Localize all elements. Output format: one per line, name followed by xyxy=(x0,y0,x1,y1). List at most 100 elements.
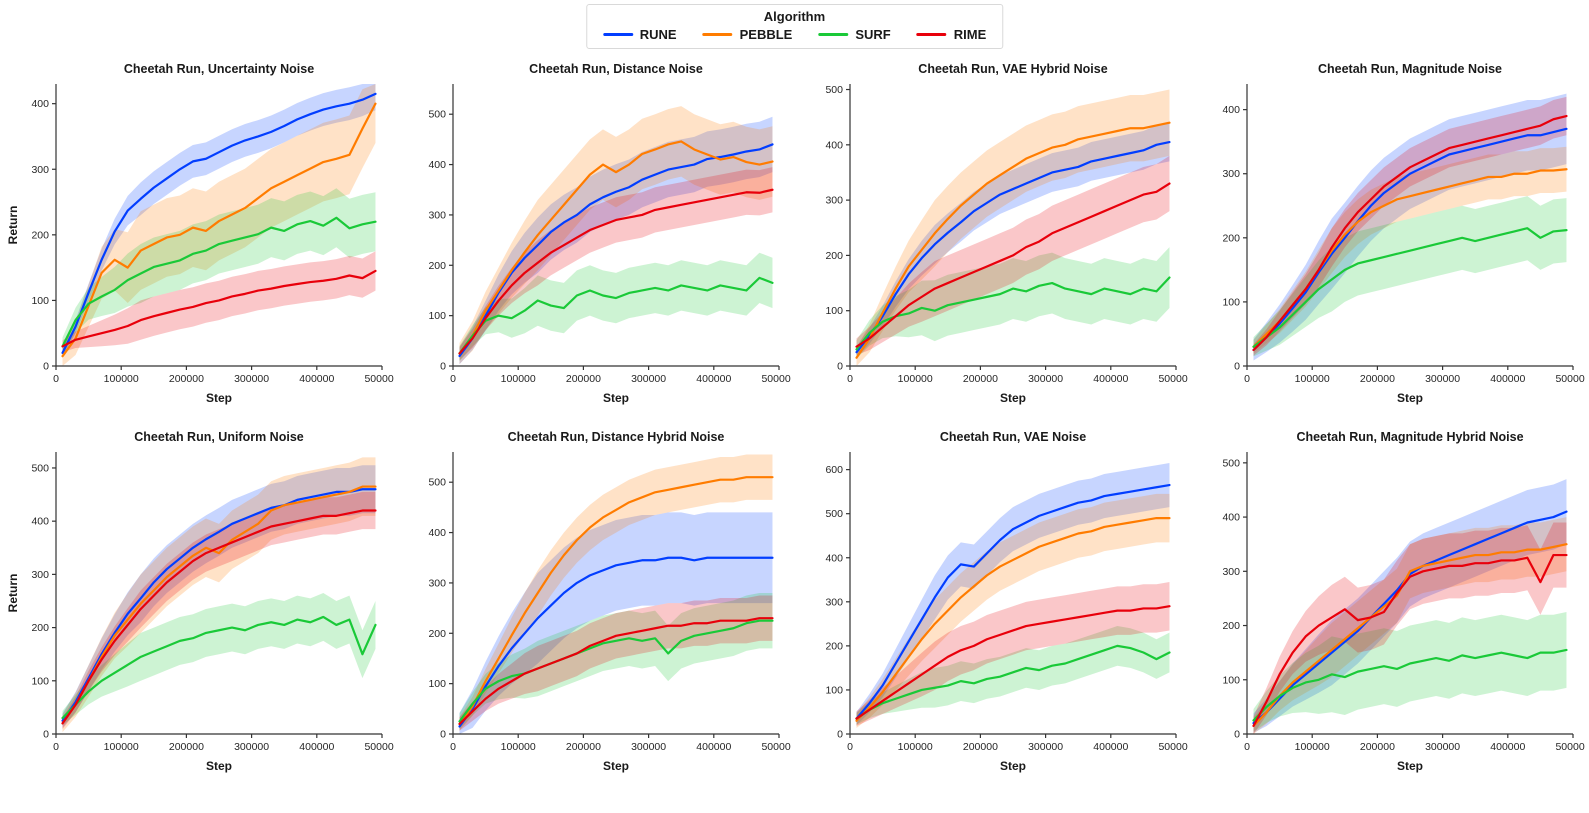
rune-line-swatch xyxy=(602,33,633,36)
tick-label: 200000 xyxy=(963,373,998,385)
series-band-SURF xyxy=(62,188,376,356)
tick-label: 200 xyxy=(1223,620,1241,632)
tick-label: 300 xyxy=(826,596,844,608)
series-line-SURF xyxy=(1252,648,1568,722)
tick-label: 500000 xyxy=(1159,741,1189,753)
tick-label: 500000 xyxy=(1556,373,1586,385)
legend-title: Algorithm xyxy=(763,9,826,24)
series-line-RIME xyxy=(458,617,774,726)
tick-label: 0 xyxy=(1235,361,1241,373)
tick-label: 500 xyxy=(826,508,844,520)
x-axis-label: Step xyxy=(1000,391,1026,405)
surf-line-swatch xyxy=(818,33,849,36)
tick-label: 100 xyxy=(428,678,446,690)
tick-label: 400 xyxy=(428,159,446,171)
series-line-SURF xyxy=(61,216,377,348)
x-axis-label: Step xyxy=(603,391,629,405)
series-line-RUNE xyxy=(61,488,377,722)
series-line-RIME xyxy=(1252,114,1568,352)
series-line-SURF xyxy=(855,276,1171,351)
tick-label: 400 xyxy=(826,552,844,564)
y-axis-label: Return xyxy=(6,574,20,613)
series-line-PEBBLE xyxy=(458,140,774,355)
subplot: Cheetah Run, Magnitude Hybrid Noise 0 100 2… xyxy=(1192,426,1589,794)
tick-label: 300000 xyxy=(1425,373,1460,385)
series-line-SURF xyxy=(1252,227,1568,348)
tick-label: 200 xyxy=(428,260,446,272)
tick-label: 0 xyxy=(837,729,843,741)
tick-label: 500000 xyxy=(761,741,791,753)
legend-label-pebble: PEBBLE xyxy=(739,27,793,42)
series-line-SURF xyxy=(855,644,1171,720)
series-band-RIME xyxy=(856,581,1170,726)
series-band-RIME xyxy=(62,491,376,729)
series-line-RIME xyxy=(855,182,1171,348)
tick-label: 500 xyxy=(428,109,446,121)
series-line-RUNE xyxy=(855,483,1171,720)
series-band-SURF xyxy=(1253,611,1567,732)
legend-entries: RUNE PEBBLE SURF RIME xyxy=(602,27,986,42)
series-band-RUNE xyxy=(1253,479,1567,733)
subplot: Cheetah Run, Distance Hybrid Noise 0 100 20… xyxy=(397,426,794,794)
subplot-svg: Cheetah Run, Distance Hybrid Noise 0 100 20… xyxy=(428,430,791,773)
series-line-RIME xyxy=(61,509,377,725)
tick-label: 0 xyxy=(43,729,49,741)
series-line-PEBBLE xyxy=(855,516,1171,722)
tick-label: 100 xyxy=(826,305,844,317)
tick-label: 200000 xyxy=(169,741,204,753)
tick-label: 0 xyxy=(1244,741,1250,753)
tick-label: 400 xyxy=(31,98,49,110)
series-band-PEBBLE xyxy=(62,84,376,366)
series-band-PEBBLE xyxy=(1253,517,1567,734)
tick-label: 400 xyxy=(1223,512,1241,524)
tick-label: 100000 xyxy=(898,741,933,753)
subplot: Cheetah Run, Magnitude Noise 0 100 200 300 40… xyxy=(1192,58,1589,426)
series-line-SURF xyxy=(458,619,774,723)
tick-label: 0 xyxy=(837,361,843,373)
legend-label-rune: RUNE xyxy=(639,27,677,42)
tick-label: 200000 xyxy=(1360,373,1395,385)
series-band-PEBBLE xyxy=(62,457,376,733)
tick-label: 400000 xyxy=(1093,373,1128,385)
tick-label: 300 xyxy=(31,164,49,176)
subplot-svg: Cheetah Run, VAE Hybrid Noise 0 100 200 300 4… xyxy=(826,62,1189,405)
series-line-PEBBLE xyxy=(1252,543,1568,727)
series-band-RIME xyxy=(1253,522,1567,734)
y-axis-label: Return xyxy=(6,206,20,245)
x-axis-label: Step xyxy=(1397,391,1423,405)
tick-label: 200 xyxy=(826,250,844,262)
tick-label: 300000 xyxy=(631,373,666,385)
series-line-SURF xyxy=(458,276,774,355)
tick-label: 200 xyxy=(31,229,49,241)
tick-label: 0 xyxy=(847,373,853,385)
tick-label: 0 xyxy=(53,741,59,753)
subplot-title: Cheetah Run, Uncertainty Noise xyxy=(123,62,313,76)
subplot-svg: Cheetah Run, Distance Noise 0 100 200 300 400… xyxy=(428,62,791,405)
tick-label: 100000 xyxy=(103,741,138,753)
tick-label: 300 xyxy=(826,195,844,207)
x-axis-label: Step xyxy=(1000,759,1026,773)
tick-label: 500000 xyxy=(364,741,394,753)
subplot: Cheetah Run, Distance Noise 0 100 200 300 400… xyxy=(397,58,794,426)
tick-label: 300000 xyxy=(1425,741,1460,753)
series-band-RUNE xyxy=(1253,93,1567,361)
tick-label: 500 xyxy=(428,477,446,489)
tick-label: 400000 xyxy=(1093,741,1128,753)
tick-label: 100000 xyxy=(103,373,138,385)
tick-label: 400 xyxy=(428,527,446,539)
tick-label: 400000 xyxy=(1491,373,1526,385)
x-axis-label: Step xyxy=(1397,759,1423,773)
legend-entry-rune: RUNE xyxy=(602,27,677,42)
tick-label: 0 xyxy=(53,373,59,385)
series-band-SURF xyxy=(62,593,376,726)
tick-label: 600 xyxy=(826,464,844,476)
subplot-svg: Cheetah Run, Magnitude Noise 0 100 200 300 40… xyxy=(1223,62,1586,405)
tick-label: 100 xyxy=(31,675,49,687)
x-axis-label: Step xyxy=(603,759,629,773)
tick-label: 300 xyxy=(1223,566,1241,578)
tick-label: 200000 xyxy=(963,741,998,753)
tick-label: 200000 xyxy=(169,373,204,385)
tick-label: 400 xyxy=(31,516,49,528)
tick-label: 100000 xyxy=(898,373,933,385)
tick-label: 300 xyxy=(428,577,446,589)
